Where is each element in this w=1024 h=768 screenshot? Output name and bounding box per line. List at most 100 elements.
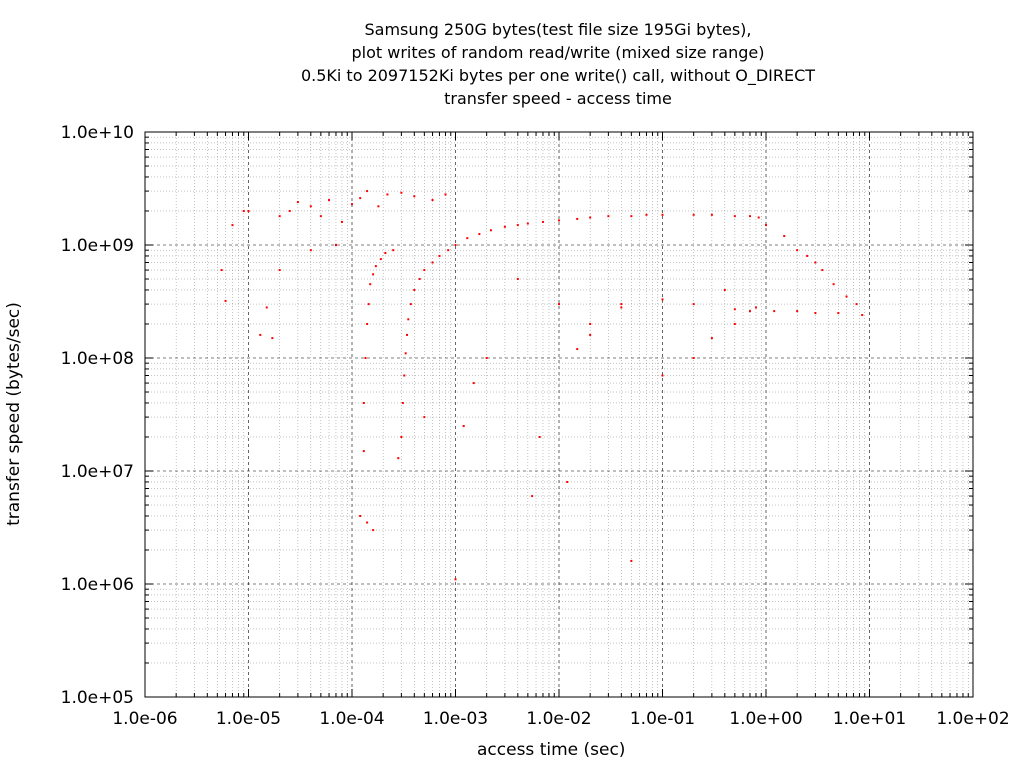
x-axis-label: access time (sec) [477, 740, 626, 760]
data-point [400, 191, 403, 194]
data-point [733, 322, 736, 325]
data-point [359, 197, 362, 200]
data-point [404, 352, 407, 355]
data-point [406, 333, 409, 336]
data-point [220, 269, 223, 272]
data-points [220, 190, 864, 581]
data-point [576, 217, 579, 220]
data-point [444, 193, 447, 196]
data-point [485, 357, 488, 359]
data-point [296, 201, 299, 204]
x-tick-label: 1.0e-05 [216, 709, 281, 729]
data-point [364, 357, 367, 359]
data-point [589, 322, 592, 325]
data-point [478, 233, 481, 236]
data-point [362, 450, 365, 453]
data-point [748, 310, 751, 313]
data-point [466, 237, 469, 240]
y-tick-label: 1.0e+08 [61, 349, 134, 369]
y-tick-label: 1.0e+10 [61, 123, 134, 143]
tick-marks [144, 131, 974, 698]
data-point [516, 278, 519, 281]
data-point [531, 495, 534, 498]
data-point [832, 283, 835, 286]
data-point [366, 190, 369, 193]
data-point [806, 254, 809, 257]
data-point [418, 278, 421, 281]
data-point [278, 269, 281, 272]
chart-title-line-3: 0.5Ki to 2097152Ki bytes per one write()… [300, 66, 816, 85]
data-point [259, 333, 262, 336]
data-point [630, 215, 633, 218]
data-point [351, 203, 353, 206]
data-point [431, 199, 434, 202]
data-point [566, 480, 569, 483]
data-point [661, 213, 664, 216]
data-point [386, 193, 389, 196]
data-point [265, 306, 268, 309]
data-point [224, 299, 227, 302]
x-tick-label: 1.0e+02 [936, 709, 1009, 729]
data-point [589, 216, 592, 219]
data-point [409, 303, 412, 306]
data-point [645, 213, 648, 216]
data-point [454, 244, 457, 246]
data-point [754, 306, 757, 309]
data-point [661, 298, 664, 301]
data-point [541, 220, 544, 223]
data-point [489, 229, 492, 232]
data-point [472, 382, 475, 385]
data-point [692, 213, 695, 216]
y-tick-label: 1.0e+09 [61, 236, 134, 256]
x-tick-labels: 1.0e-06 1.0e-05 1.0e-04 1.0e-03 1.0e-02 1.0e-… [112, 709, 1009, 729]
x-tick-label: 1.0e-06 [112, 709, 177, 729]
chart-title-line-4: transfer speed - access time [444, 89, 672, 108]
x-tick-label: 1.0e-02 [526, 709, 591, 729]
x-tick-label: 1.0e-04 [319, 709, 384, 729]
data-point [309, 249, 312, 252]
data-point [723, 288, 726, 291]
chart-title-line-1: Samsung 250G bytes(test file size 195Gi … [364, 20, 752, 39]
data-point [538, 435, 541, 438]
data-point [366, 521, 369, 524]
data-point [765, 224, 767, 227]
data-point [319, 215, 322, 218]
data-point [431, 261, 434, 264]
data-point [340, 220, 343, 223]
y-tick-label: 1.0e+06 [61, 575, 134, 595]
data-point [374, 265, 377, 268]
data-point [462, 425, 465, 428]
chart-title-line-2: plot writes of random read/write (mixed … [351, 43, 765, 62]
data-point [242, 209, 245, 212]
data-point [733, 308, 736, 311]
data-point [407, 318, 410, 321]
x-tick-label: 1.0e-01 [630, 709, 695, 729]
data-point [558, 303, 560, 306]
data-point [692, 357, 695, 359]
data-point [413, 195, 416, 198]
data-point [400, 435, 403, 438]
data-point [576, 348, 579, 351]
data-point [397, 457, 400, 460]
data-point [372, 273, 375, 276]
data-point [796, 310, 799, 313]
data-point [845, 295, 848, 298]
data-point [837, 312, 840, 315]
data-point [821, 269, 824, 272]
x-tick-label: 1.0e-03 [423, 709, 488, 729]
data-point [401, 401, 404, 404]
data-point [558, 219, 560, 222]
data-point [384, 251, 387, 254]
data-point [661, 374, 664, 377]
data-point [447, 249, 450, 252]
data-point [589, 333, 592, 336]
data-point [377, 205, 380, 208]
data-point [438, 254, 441, 257]
data-point [710, 213, 713, 216]
x-tick-label: 1.0e+01 [833, 709, 906, 729]
data-point [630, 559, 633, 562]
y-axis-label: transfer speed (bytes/sec) [3, 302, 24, 526]
data-point [362, 401, 365, 404]
data-point [247, 209, 250, 212]
